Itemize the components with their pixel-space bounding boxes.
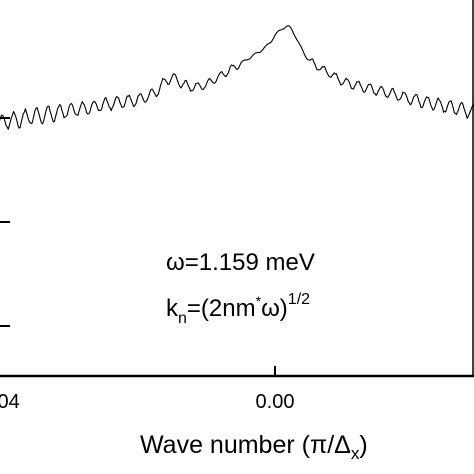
kn-mid: =(2nm [187, 295, 256, 322]
y-axis-ticks [0, 117, 10, 327]
x-axis-label-main: Wave number (π/Δ [140, 431, 351, 459]
annotation-omega: ω=1.159 meV [166, 249, 315, 276]
x-axis-ticks [274, 366, 276, 376]
x-tick-label: -0.04 [0, 391, 20, 413]
series-line [0, 25, 474, 130]
annotation-kn: kn=(2nm*ω)1/2 [166, 291, 310, 327]
kn-sup-star: * [256, 293, 262, 309]
kn-tail: ω) [261, 295, 288, 322]
x-axis-tick-labels: -0.12-0.08-0.040.000.040.08 [0, 391, 295, 413]
kn-base: k [166, 295, 179, 322]
kn-sup-half: 1/2 [288, 291, 310, 308]
plot-frame [0, 0, 474, 378]
x-axis-label: Wave number (π/Δx) [140, 431, 368, 463]
x-axis-label-close: ) [359, 431, 367, 459]
kn-subscript: n [178, 310, 187, 327]
x-axis-label-sub: x [351, 444, 360, 463]
x-tick-label: 0.00 [256, 391, 295, 413]
